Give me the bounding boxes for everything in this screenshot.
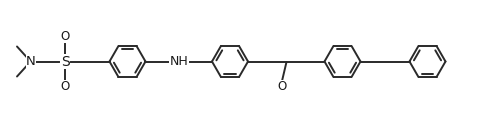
Text: N: N: [26, 55, 36, 68]
Text: O: O: [61, 80, 70, 93]
Text: NH: NH: [169, 55, 188, 68]
Text: S: S: [61, 54, 69, 69]
Text: O: O: [61, 30, 70, 43]
Text: O: O: [277, 80, 287, 93]
